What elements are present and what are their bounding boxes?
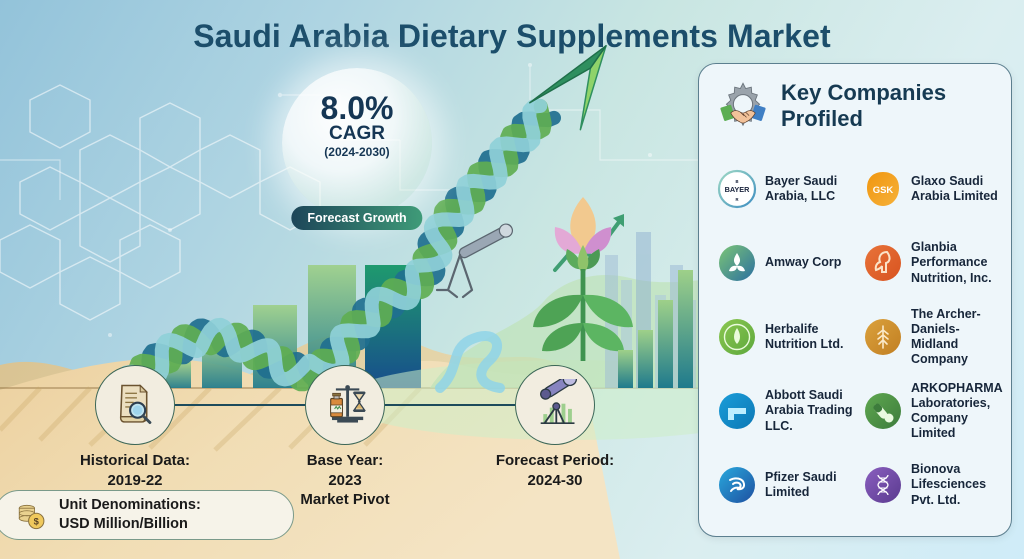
svg-text:$: $ (34, 516, 40, 526)
